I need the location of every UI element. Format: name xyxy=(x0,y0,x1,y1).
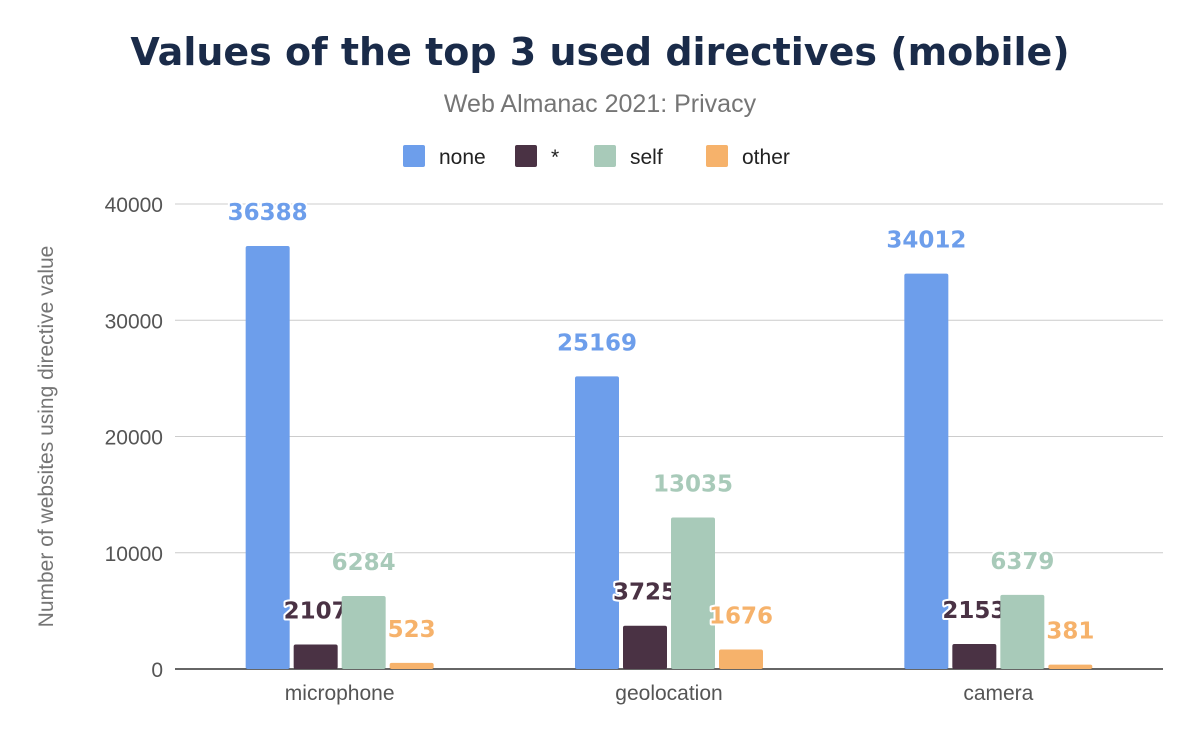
data-label: 3725 xyxy=(613,580,677,606)
data-label: 381 xyxy=(1046,619,1094,645)
data-label: 25169 xyxy=(557,330,637,356)
bar-self-microphone xyxy=(341,595,386,669)
data-label: 1676 xyxy=(709,604,773,630)
y-tick-label: 20000 xyxy=(105,427,163,450)
legend-swatch-none xyxy=(403,145,425,167)
bar-star-camera xyxy=(952,643,997,669)
data-label: 36388 xyxy=(228,200,308,226)
x-tick-label: microphone xyxy=(285,682,395,705)
x-tick-label: geolocation xyxy=(615,682,722,705)
legend-label: * xyxy=(551,146,559,169)
bar-other-geolocation xyxy=(719,649,763,669)
legend-label: other xyxy=(742,146,790,169)
data-label: 2153 xyxy=(942,598,1006,624)
data-label: 34012 xyxy=(886,228,966,254)
legend-label: none xyxy=(439,146,486,169)
bar-self-camera xyxy=(1000,594,1045,669)
chart-title: Values of the top 3 used directives (mob… xyxy=(130,30,1070,74)
data-label: 6379 xyxy=(990,549,1054,575)
bar-none-geolocation xyxy=(575,376,619,669)
data-label: 6284 xyxy=(332,550,396,576)
y-tick-label: 10000 xyxy=(105,543,163,566)
data-label: 2107 xyxy=(284,599,348,625)
y-tick-label: 40000 xyxy=(105,194,163,217)
bar-self-geolocation xyxy=(671,517,715,669)
chart-subtitle: Web Almanac 2021: Privacy xyxy=(443,90,757,118)
bar-none-camera xyxy=(904,273,949,669)
legend-label: self xyxy=(630,146,663,169)
legend-swatch-star xyxy=(515,145,537,167)
data-label: 523 xyxy=(388,617,436,643)
x-tick-label: camera xyxy=(963,682,1033,705)
bar-star-geolocation xyxy=(623,625,667,669)
bar-star-microphone xyxy=(293,644,338,669)
data-label: 13035 xyxy=(653,471,733,497)
y-tick-label: 0 xyxy=(151,659,163,682)
y-axis-label: Number of websites using directive value xyxy=(35,246,58,628)
bar-none-microphone xyxy=(245,245,290,669)
legend-swatch-other xyxy=(706,145,728,167)
bar-other-microphone xyxy=(389,662,434,669)
y-tick-label: 30000 xyxy=(105,310,163,333)
bar-other-camera xyxy=(1048,664,1093,669)
legend-swatch-self xyxy=(594,145,616,167)
